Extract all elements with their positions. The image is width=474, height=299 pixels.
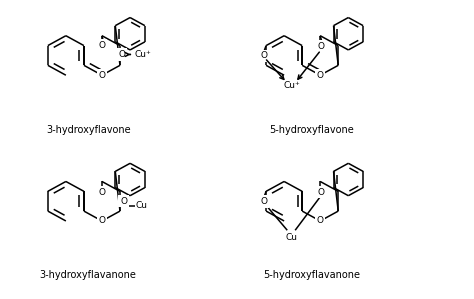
Text: O: O (99, 71, 105, 80)
Text: 3-hydroxyflavanone: 3-hydroxyflavanone (40, 270, 137, 280)
Text: 5-hydroxyflavone: 5-hydroxyflavone (269, 125, 354, 135)
Text: Cu⁺: Cu⁺ (135, 50, 151, 59)
Text: O: O (260, 197, 267, 206)
Text: Cu: Cu (136, 201, 147, 210)
Text: 5-hydroxyflavanone: 5-hydroxyflavanone (263, 270, 360, 280)
Text: O: O (99, 216, 105, 225)
Text: O: O (120, 197, 127, 206)
Text: Cu: Cu (285, 233, 297, 242)
Text: O: O (260, 51, 267, 60)
Text: O: O (317, 71, 324, 80)
Text: Cu⁺: Cu⁺ (283, 81, 300, 90)
Text: O: O (99, 188, 105, 197)
Text: O: O (118, 50, 126, 59)
Text: 3-hydroxyflavone: 3-hydroxyflavone (46, 125, 130, 135)
Text: O: O (318, 42, 325, 51)
Text: O: O (317, 216, 324, 225)
Text: O: O (99, 41, 105, 50)
Text: O: O (318, 188, 325, 197)
